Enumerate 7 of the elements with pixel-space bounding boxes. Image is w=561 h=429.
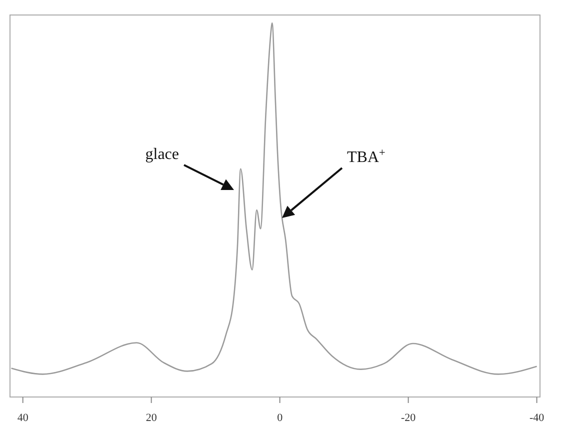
x-tick-label: 20: [146, 412, 158, 424]
x-tick-label: -20: [400, 412, 416, 424]
x-tick-label: -40: [529, 412, 545, 424]
annotation: glace: [145, 146, 179, 163]
x-tick-label: 40: [17, 412, 29, 424]
annotation: TBA$^{+}$: [347, 147, 386, 166]
x-tick-label: 0: [277, 412, 284, 424]
